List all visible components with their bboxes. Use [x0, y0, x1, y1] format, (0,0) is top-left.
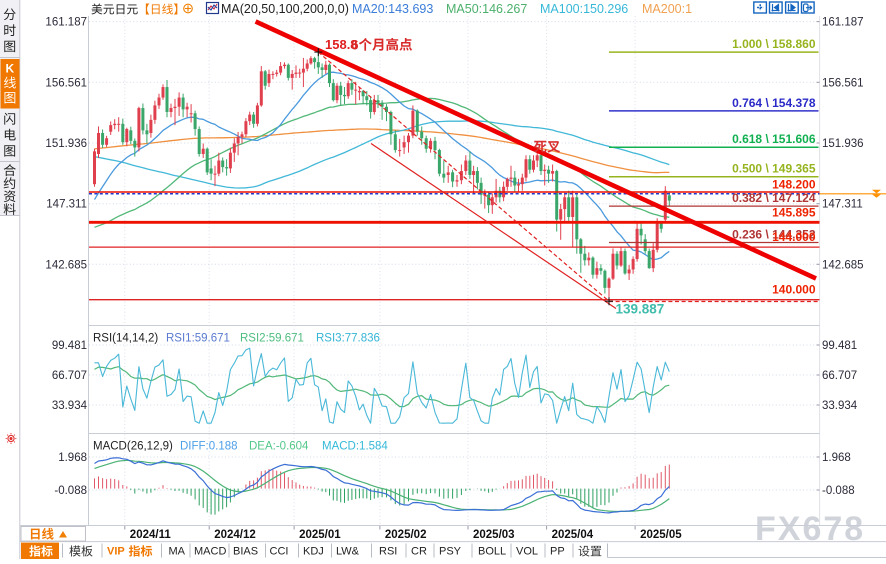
svg-text:66.707: 66.707 [822, 370, 857, 382]
svg-text:145.895: 145.895 [772, 206, 816, 220]
svg-text:33.934: 33.934 [52, 400, 88, 412]
svg-text:2025/03: 2025/03 [473, 529, 515, 541]
svg-text:CCI: CCI [270, 546, 289, 558]
svg-text:148.200: 148.200 [772, 178, 816, 192]
svg-text:147.311: 147.311 [46, 199, 87, 211]
svg-text:FX678: FX678 [755, 510, 865, 548]
svg-text:139.887: 139.887 [616, 302, 665, 317]
svg-text:MA50:146.267: MA50:146.267 [446, 2, 527, 16]
svg-text:99.481: 99.481 [822, 340, 857, 352]
svg-text:CR: CR [411, 546, 427, 558]
svg-text:PP: PP [550, 546, 565, 558]
svg-text:0.618 \ 151.606: 0.618 \ 151.606 [732, 132, 816, 146]
svg-text:142.685: 142.685 [45, 259, 87, 271]
svg-text:2025/02: 2025/02 [385, 529, 427, 541]
svg-text:MACD(26,12,9): MACD(26,12,9) [93, 441, 173, 453]
svg-text:2025/04: 2025/04 [552, 529, 594, 541]
svg-text:156.561: 156.561 [822, 77, 864, 89]
svg-text:-0.088: -0.088 [54, 485, 87, 497]
svg-text:161.187: 161.187 [45, 17, 87, 29]
svg-text:2025/05: 2025/05 [640, 529, 682, 541]
svg-text:MA: MA [169, 546, 186, 558]
svg-text:0.236 \ 144.352: 0.236 \ 144.352 [732, 228, 816, 242]
svg-text:MA100:150.296: MA100:150.296 [540, 2, 628, 16]
svg-text:2024/11: 2024/11 [130, 529, 172, 541]
svg-text:DIFF:0.188: DIFF:0.188 [180, 441, 238, 453]
svg-text:MACD:1.584: MACD:1.584 [322, 441, 388, 453]
svg-text:161.187: 161.187 [822, 17, 864, 29]
svg-text:LW&: LW& [336, 546, 360, 558]
svg-text:VIP: VIP [107, 546, 125, 558]
svg-text:142.685: 142.685 [822, 259, 864, 271]
svg-text:1.968: 1.968 [822, 452, 851, 464]
svg-text:MA20:143.693: MA20:143.693 [352, 2, 433, 16]
svg-text:140.000: 140.000 [772, 282, 816, 296]
svg-text:1.968: 1.968 [58, 452, 87, 464]
svg-text:0.764 \ 154.378: 0.764 \ 154.378 [732, 96, 816, 110]
svg-text:RSI3:77.836: RSI3:77.836 [316, 333, 380, 345]
svg-text:BOLL: BOLL [478, 546, 506, 558]
svg-text:156.561: 156.561 [45, 77, 87, 89]
svg-text:0.500 \ 149.365: 0.500 \ 149.365 [732, 162, 816, 176]
svg-text:0.382 \ 147.124: 0.382 \ 147.124 [732, 191, 816, 205]
svg-text:6: 6 [351, 38, 359, 53]
svg-text:RSI: RSI [379, 546, 397, 558]
svg-text:RSI2:59.671: RSI2:59.671 [240, 333, 304, 345]
svg-text:DEA:-0.604: DEA:-0.604 [249, 441, 309, 453]
svg-text:144.000: 144.000 [772, 230, 816, 244]
svg-text:1.000 \ 158.860: 1.000 \ 158.860 [732, 37, 816, 51]
svg-text:151.936: 151.936 [822, 138, 864, 150]
svg-text:MACD: MACD [194, 546, 226, 558]
svg-text:BIAS: BIAS [233, 546, 258, 558]
svg-text:K: K [5, 62, 14, 76]
svg-text:KDJ: KDJ [303, 546, 324, 558]
svg-text:RSI1:59.671: RSI1:59.671 [166, 333, 230, 345]
svg-text:RSI(14,14,2): RSI(14,14,2) [93, 333, 158, 345]
svg-text:158.8: 158.8 [325, 37, 358, 52]
svg-text:151.936: 151.936 [45, 138, 87, 150]
svg-text:-0.088: -0.088 [822, 485, 855, 497]
svg-text:66.707: 66.707 [52, 370, 87, 382]
svg-text:VOL: VOL [516, 546, 538, 558]
svg-text:2025/01: 2025/01 [299, 529, 341, 541]
svg-text:MA(20,50,100,200,0,0): MA(20,50,100,200,0,0) [221, 2, 349, 16]
svg-text:PSY: PSY [439, 546, 462, 558]
svg-text:99.481: 99.481 [52, 340, 87, 352]
svg-text:MA200:1: MA200:1 [642, 2, 692, 16]
svg-text:147.311: 147.311 [822, 199, 863, 211]
svg-text:2024/12: 2024/12 [214, 529, 256, 541]
svg-text:33.934: 33.934 [822, 400, 858, 412]
